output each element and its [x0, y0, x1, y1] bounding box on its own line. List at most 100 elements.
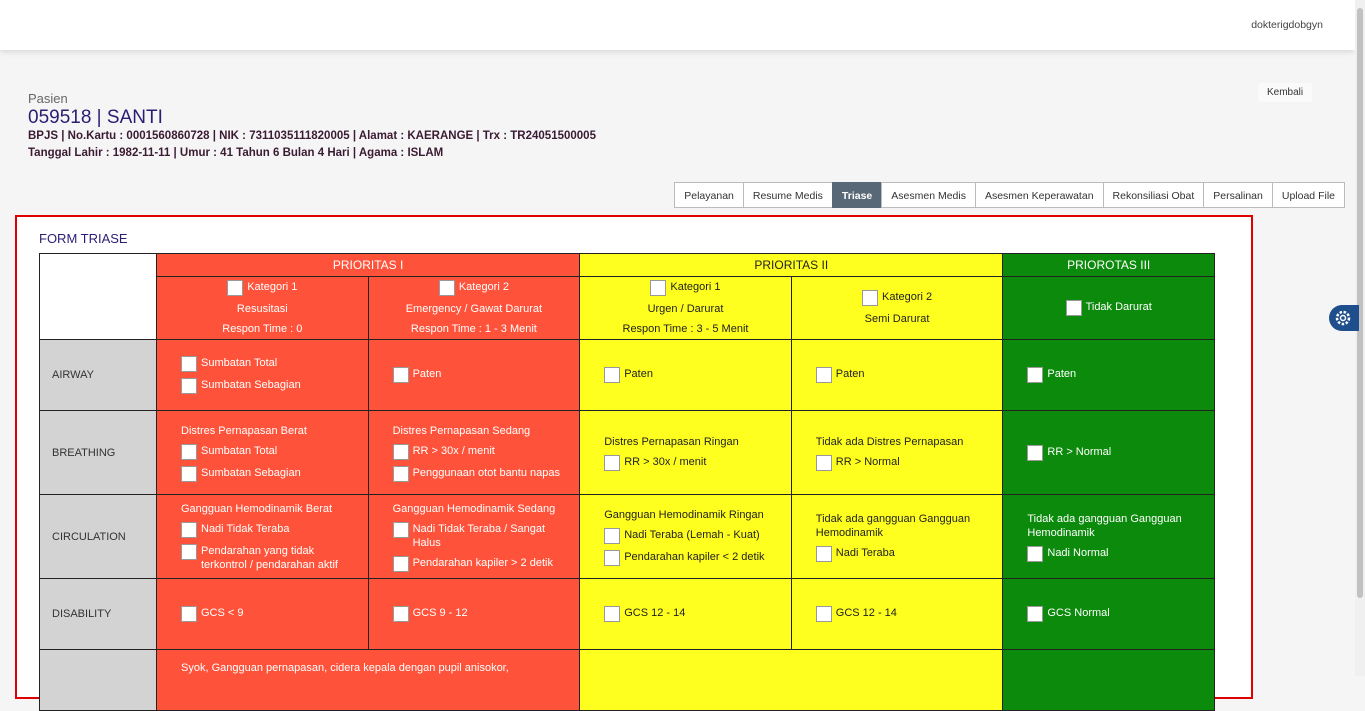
- cell: Gangguan Hemodinamik Sedang Nadi Tidak Te…: [367, 494, 581, 579]
- item-text: Resusitasi: [236, 303, 288, 315]
- checkbox[interactable]: [181, 356, 197, 372]
- checkbox[interactable]: [392, 367, 409, 383]
- checkbox[interactable]: [181, 521, 197, 538]
- checkbox[interactable]: [604, 549, 621, 566]
- checkbox[interactable]: [1027, 367, 1044, 383]
- triage-row: Syok, Gangguan pernapasan, cidera kepala…: [39, 649, 1215, 711]
- checkbox[interactable]: [392, 521, 409, 538]
- item: GCS Normal: [1027, 606, 1208, 622]
- item-text: Sumbatan Total: [201, 444, 278, 457]
- checkbox[interactable]: [438, 280, 455, 296]
- tab[interactable]: Upload File: [1271, 182, 1345, 208]
- item: Kategori 1: [227, 280, 297, 296]
- cell-content: Kategori 2 Emergency / Gawat Darurat Respo…: [369, 277, 580, 339]
- tab[interactable]: Triase: [831, 182, 883, 208]
- checkbox[interactable]: [392, 606, 409, 622]
- cell-content: Paten: [369, 364, 580, 386]
- cell: Gangguan Hemodinamik Ringan Nadi Teraba (…: [579, 494, 792, 579]
- cell-content: RR > Normal: [1003, 442, 1214, 464]
- checkbox[interactable]: [392, 443, 409, 460]
- checkbox[interactable]: [1027, 444, 1044, 461]
- checkbox[interactable]: [392, 555, 409, 572]
- item-text: Pendarahan kapiler > 2 detik: [412, 556, 553, 569]
- tab[interactable]: Pelayanan: [674, 182, 744, 208]
- item: Gangguan Hemodinamik Sedang: [393, 502, 574, 516]
- item: Nadi Tidak Teraba / Sangat Halus: [392, 521, 574, 550]
- gear-icon: [1335, 310, 1351, 326]
- checkbox[interactable]: [181, 443, 197, 460]
- item-text: Emergency / Gawat Darurat: [405, 303, 543, 315]
- item: GCS 9 - 12: [392, 606, 574, 622]
- item-text: Nadi Tidak Teraba: [201, 522, 290, 535]
- item: Kategori 2: [438, 280, 509, 296]
- form-title: FORM TRIASE: [39, 231, 128, 246]
- priority-header: PRIORITAS I: [155, 253, 581, 277]
- checkbox[interactable]: [181, 465, 197, 482]
- checkbox[interactable]: [392, 465, 409, 482]
- checkbox[interactable]: [604, 454, 621, 471]
- cell: Tidak ada Distres Pernapasan RR > Normal: [790, 410, 1004, 495]
- checkbox[interactable]: [604, 367, 621, 383]
- cell: Kategori 2 Semi Darurat: [790, 276, 1004, 340]
- item: Pendarahan yang tidak terkontrol / penda…: [181, 543, 362, 572]
- patient-title: 059518 | SANTI: [28, 107, 163, 128]
- checkbox[interactable]: [815, 545, 832, 562]
- checkbox[interactable]: [1027, 545, 1044, 562]
- checkbox[interactable]: [1027, 606, 1044, 622]
- item-text: Kategori 2: [882, 291, 933, 303]
- tab[interactable]: Persalinan: [1203, 182, 1273, 208]
- checkbox[interactable]: [815, 454, 832, 471]
- item-text: Syok, Gangguan pernapasan, cidera kepala…: [181, 662, 509, 674]
- cell-content: Distres Pernapasan Berat Sumbatan Total Su…: [157, 421, 368, 485]
- item-text: Respon Time : 1 - 3 Menit: [410, 323, 537, 335]
- cell: Kategori 2 Emergency / Gawat Darurat Respo…: [367, 276, 581, 340]
- patient-info: Tanggal Lahir : 1982-11-11 | Umur : 41 T…: [28, 147, 444, 159]
- triage-row: AIRWAY Sumbatan Total Sumbatan Sebagian Pat…: [39, 339, 1215, 411]
- checkbox[interactable]: [650, 280, 667, 296]
- cell-content: GCS 12 - 14: [580, 603, 791, 625]
- cell: Tidak ada gangguan Gangguan Hemodinamik N…: [1002, 494, 1215, 579]
- cell: Distres Pernapasan Sedang RR > 30x / meni…: [367, 410, 581, 495]
- back-button[interactable]: Kembali: [1258, 83, 1313, 102]
- cell-content: Distres Pernapasan Sedang RR > 30x / meni…: [369, 421, 580, 485]
- item: Resusitasi: [237, 302, 288, 316]
- tab[interactable]: Rekonsiliasi Obat: [1102, 182, 1205, 208]
- user-name[interactable]: dokterigdobgyn: [1251, 19, 1323, 31]
- item-text: Kategori 2: [458, 281, 509, 293]
- checkbox[interactable]: [604, 527, 621, 544]
- settings-button[interactable]: [1329, 305, 1359, 331]
- checkbox[interactable]: [1065, 300, 1082, 316]
- checkbox[interactable]: [181, 606, 197, 622]
- item-text: Tidak ada gangguan Gangguan Hemodinamik: [815, 512, 971, 539]
- item: RR > Normal: [1027, 444, 1208, 461]
- checkbox[interactable]: [815, 367, 832, 383]
- checkbox[interactable]: [181, 543, 197, 560]
- triage-table: PRIORITAS I PRIORITAS II PRIOROTAS III Kate…: [39, 253, 1215, 711]
- checkbox[interactable]: [604, 606, 621, 622]
- tab[interactable]: Asesmen Keperawatan: [974, 182, 1104, 208]
- item: Tidak Darurat: [1065, 300, 1152, 316]
- item-text: Paten: [1047, 368, 1077, 380]
- item-text: Sumbatan Sebagian: [201, 379, 301, 391]
- tab[interactable]: Asesmen Medis: [881, 182, 976, 208]
- item-text: Kategori 1: [247, 281, 298, 293]
- triage-row: CIRCULATION Gangguan Hemodinamik Berat Nad…: [39, 494, 1215, 579]
- item-text: Respon Time : 0: [222, 323, 303, 335]
- form-triase: FORM TRIASE PRIORITAS I PRIORITAS II PRIOR…: [15, 215, 1253, 711]
- item-text: Nadi Teraba (Lemah - Kuat): [624, 528, 760, 541]
- item: Paten: [604, 367, 785, 383]
- item: Sumbatan Total: [181, 443, 362, 460]
- item-text: Distres Pernapasan Berat: [181, 424, 307, 437]
- checkbox[interactable]: [227, 280, 244, 296]
- checkbox[interactable]: [181, 378, 197, 394]
- checkbox[interactable]: [862, 290, 878, 306]
- scroll-thumb[interactable]: [1357, 8, 1363, 598]
- checkbox[interactable]: [815, 606, 832, 622]
- item-text: Gangguan Hemodinamik Sedang: [392, 502, 556, 515]
- item-text: RR > Normal: [835, 455, 900, 468]
- cell: Kategori 1 Urgen / Darurat Respon Time : 3…: [579, 276, 792, 340]
- item: Emergency / Gawat Darurat: [406, 302, 542, 316]
- cell-content: Paten: [792, 364, 1003, 386]
- tab[interactable]: Resume Medis: [742, 182, 833, 208]
- cell: GCS < 9: [156, 578, 369, 650]
